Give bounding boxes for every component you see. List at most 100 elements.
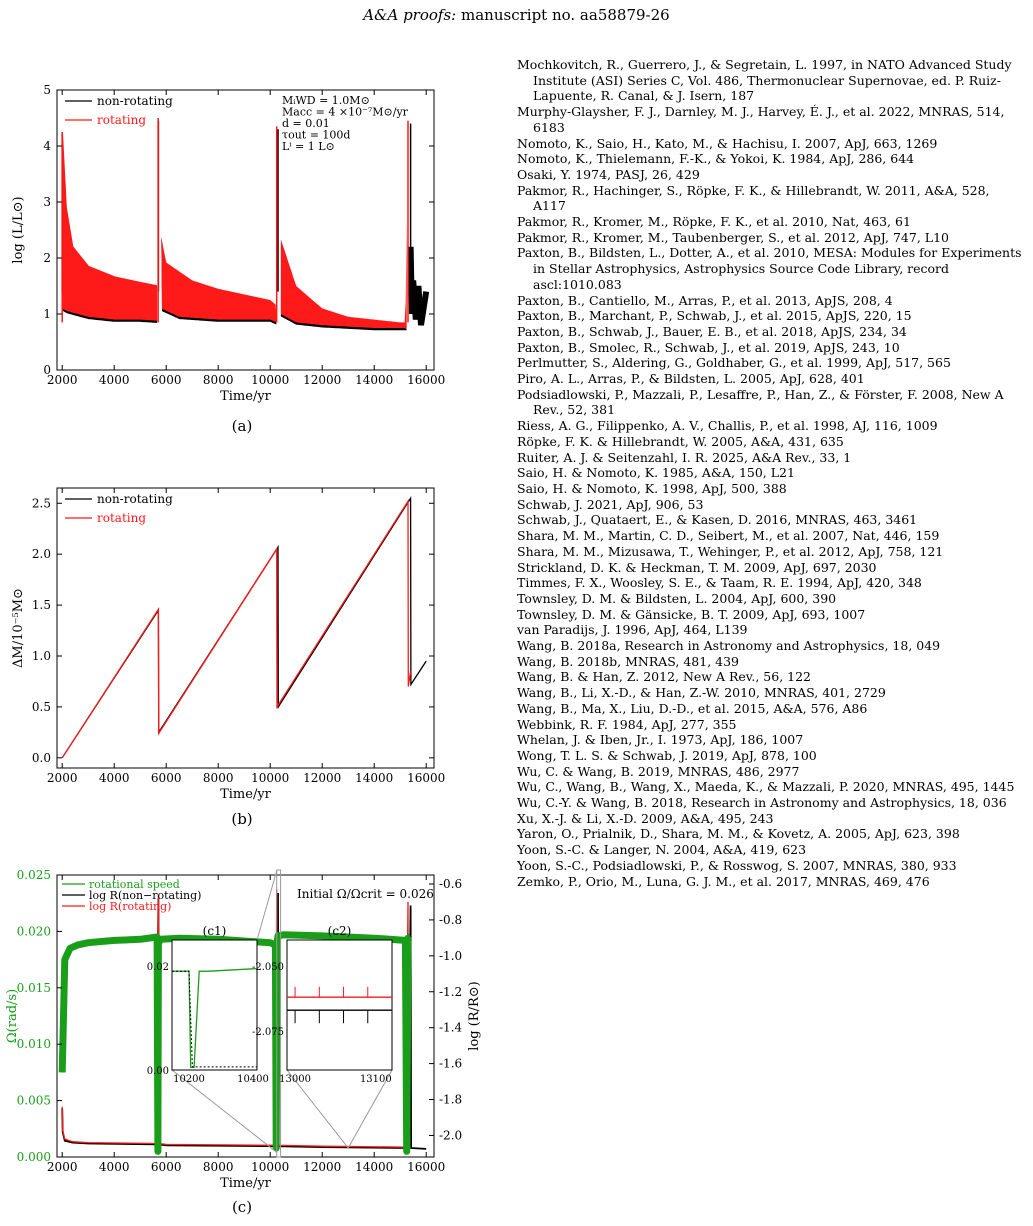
legend-label: log R(rotating): [89, 900, 171, 913]
x-tick-label: 2000: [47, 771, 78, 785]
inset-tick-label: -2.050: [252, 962, 284, 973]
x-tick-label: 2000: [47, 373, 78, 387]
zoom-region-c1: [276, 869, 282, 1158]
x-tick-label: 6000: [151, 1160, 182, 1174]
reference-item: Zemko, P., Orio, M., Luna, G. J. M., et …: [517, 873, 930, 889]
caption-b: (b): [231, 810, 253, 828]
legend-label: rotational speed: [89, 878, 180, 891]
reference-item: Wu, C., Wang, B., Wang, X., Maeda, K., &…: [517, 779, 1015, 795]
zoom-line-c1: [256, 869, 278, 941]
y-tick-label: 0.025: [17, 868, 51, 882]
x-tick-label: 14000: [355, 373, 393, 387]
reference-item: Schwab, J., Quataert, E., & Kasen, D. 20…: [517, 512, 918, 528]
rotational-speed-edge: [61, 934, 411, 1152]
reference-item: Paxton, B., Marchant, P., Schwab, J., et…: [517, 308, 912, 324]
journal-name: A&A proofs:: [363, 6, 457, 24]
inset-c1-line: [172, 967, 258, 1069]
x-tick-label: 12000: [303, 1160, 341, 1174]
x-tick-label: 6000: [151, 771, 182, 785]
figure-a: 2000 4000 6000 8000 10000 12000 14000 16000 0 1 2 3…: [0, 80, 500, 410]
figure-c: 2000 4000 6000 8000 10000 12000 14000 16000 0.00…: [0, 865, 500, 1195]
x-tick-label: 4000: [99, 373, 130, 387]
legend-label-non-rotating: non-rotating: [97, 492, 173, 506]
x-tick-label: 2000: [47, 1160, 78, 1174]
reference-item: Shara, M. M., Martin, C. D., Seibert, M.…: [517, 528, 940, 544]
reference-item: Osaki, Y. 1974, PASJ, 26, 429: [517, 166, 700, 182]
y-tick-label: 3: [43, 195, 51, 209]
reference-item: Wang, B. 2018a, Research in Astronomy an…: [517, 638, 941, 654]
y-tick-label: 0.005: [17, 1094, 51, 1108]
reference-item: Ruiter, A. J. & Seitenzahl, I. R. 2025, …: [517, 449, 852, 465]
reference-item: Wu, C. & Wang, B. 2019, MNRAS, 486, 2977: [517, 763, 800, 779]
rotating-band: [161, 236, 277, 323]
plot-frame: [56, 874, 435, 1158]
x-tick-label: 14000: [355, 1160, 393, 1174]
parameter-text: Macc = 4 ×10⁻⁷M⊙/yr: [282, 106, 409, 119]
x-tick-label: 16000: [407, 373, 445, 387]
reference-item: Townsley, D. M. & Gänsicke, B. T. 2009, …: [517, 606, 866, 622]
zoom-line-c2: [286, 1069, 349, 1149]
reference-item: Paxton, B., Bildsten, L., Dotter, A., et…: [517, 245, 1022, 292]
reference-item: Paxton, B., Smolec, R., Schwab, J., et a…: [517, 339, 900, 355]
reference-item: van Paradijs, J. 1996, ApJ, 464, L139: [517, 622, 748, 638]
legend-label-rotating: rotating: [97, 511, 146, 525]
y2-tick-label: -1.8: [439, 1093, 462, 1107]
y-tick-label: 0.000: [17, 1150, 51, 1164]
initial-omega-annotation: Initial Ω/Ωcrit = 0.026: [297, 887, 434, 901]
reference-item: Perlmutter, S., Aldering, G., Goldhaber,…: [517, 355, 951, 371]
figure-b: 2000 4000 6000 8000 10000 12000 14000 16000 0.0 0…: [0, 478, 500, 808]
y2-tick-label: -1.6: [439, 1057, 462, 1071]
reference-list: Mochkovitch, R., Guerrero, J., & Segreta…: [517, 57, 1025, 889]
manuscript-number: manuscript no. aa58879-26: [461, 6, 670, 24]
inset-tick-label: 13000: [279, 1074, 311, 1085]
rotating-band: [62, 137, 158, 321]
running-header: A&A proofs: manuscript no. aa58879-26: [0, 6, 1033, 24]
reference-item: Yoon, S.-C. & Langer, N. 2004, A&A, 419,…: [517, 842, 807, 858]
reference-item: Webbink, R. F. 1984, ApJ, 277, 355: [517, 716, 737, 732]
reference-item: Pakmor, R., Hachinger, S., Röpke, F. K.,…: [517, 182, 990, 214]
reference-item: Riess, A. G., Filippenko, A. V., Challis…: [517, 418, 938, 434]
reference-item: Nomoto, K., Thielemann, F.-K., & Yokoi, …: [517, 151, 915, 167]
reference-item: Paxton, B., Schwab, J., Bauer, E. B., et…: [517, 323, 907, 339]
reference-item: Röpke, F. K. & Hillebrandt, W. 2005, A&A…: [517, 433, 844, 449]
rotating-line: [61, 131, 158, 287]
x-tick-label: 4000: [99, 1160, 130, 1174]
non-rotating-line: [61, 495, 427, 759]
y-tick-label: 0.020: [17, 924, 51, 938]
y2-tick-label: -1.4: [439, 1021, 463, 1035]
plot-frame: [56, 89, 435, 371]
parameter-text: Lⁱ = 1 L⊙: [282, 140, 335, 153]
x-tick-label: 12000: [303, 771, 341, 785]
y2-tick-label: -0.8: [439, 913, 462, 927]
reference-item: Paxton, B., Cantiello, M., Arras, P., et…: [517, 292, 893, 308]
reference-item: Piro, A. L., Arras, P., & Bildsten, L. 2…: [517, 371, 865, 387]
y2-tick-label: -0.6: [439, 877, 462, 891]
x-tick-label: 8000: [203, 771, 234, 785]
reference-item: Wang, B., Li, X.-D., & Han, Z.-W. 2010, …: [517, 685, 886, 701]
reference-item: Wang, B., Ma, X., Liu, D.-D., et al. 201…: [517, 700, 868, 716]
y2-tick-label: -1.0: [439, 949, 462, 963]
y-tick-label: 5: [43, 83, 51, 97]
reference-item: Xu, X.-J. & Li, X.-D. 2009, A&A, 495, 24…: [517, 810, 774, 826]
caption-c: (c): [231, 1198, 253, 1216]
inset-tick-label: 10200: [173, 1074, 205, 1085]
legend-label-non-rotating: non-rotating: [97, 94, 173, 108]
rotation-chart: 2000 4000 6000 8000 10000 12000 14000 16000 0.00…: [5, 868, 482, 1191]
parameter-text: MᵢWD = 1.0M⊙: [282, 94, 370, 107]
x-tick-label: 8000: [203, 373, 234, 387]
reference-item: Timmes, F. X., Woosley, S. E., & Taam, R…: [517, 575, 922, 591]
reference-item: Pakmor, R., Kromer, M., Röpke, F. K., et…: [517, 214, 911, 230]
reference-item: Whelan, J. & Iben, Jr., I. 1973, ApJ, 18…: [517, 732, 804, 748]
reference-item: Schwab, J. 2021, ApJ, 906, 53: [517, 496, 704, 512]
rotating-line: [61, 498, 412, 759]
zoom-line-c2: [347, 1069, 393, 1149]
plot-frame: [56, 487, 435, 769]
reference-item: Yoon, S.-C., Podsiadlowski, P., & Rosswo…: [517, 857, 957, 873]
reference-item: Yaron, O., Prialnik, D., Shara, M. M., &…: [517, 826, 960, 842]
reference-item: Podsiadlowski, P., Mazzali, P., Lesaffre…: [517, 386, 1004, 418]
reference-item: Wong, T. L. S. & Schwab, J. 2019, ApJ, 8…: [517, 747, 817, 763]
reference-item: Wang, B. & Han, Z. 2012, New A Rev., 56,…: [517, 669, 811, 685]
y-tick-label: 0.5: [32, 700, 51, 714]
inset-c2-frame: [286, 939, 393, 1071]
y-tick-label: 0.015: [17, 981, 51, 995]
